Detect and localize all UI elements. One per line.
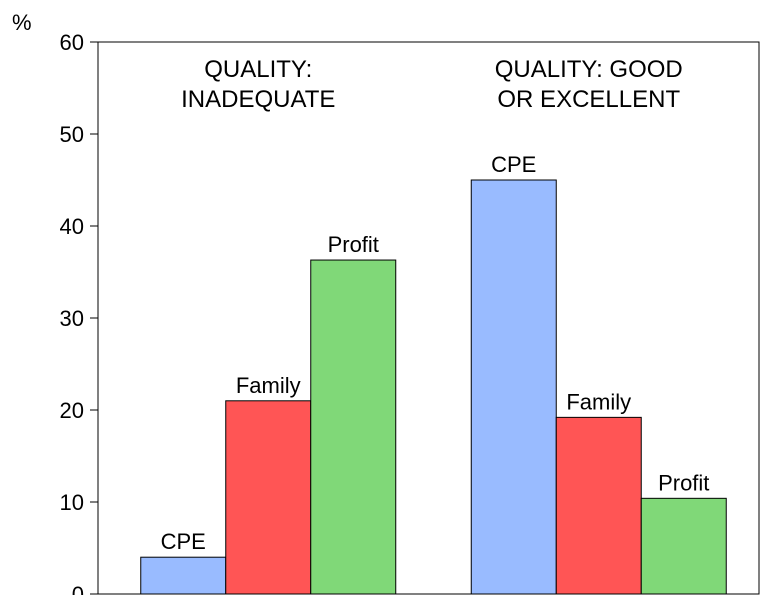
category-label: QUALITY: INADEQUATE bbox=[181, 56, 336, 113]
bar bbox=[310, 259, 397, 595]
y-tick-label: 50 bbox=[60, 122, 84, 147]
bar-label: Profit bbox=[328, 232, 379, 257]
y-tick-label: 20 bbox=[60, 398, 84, 423]
bar bbox=[140, 556, 227, 595]
category-label: QUALITY: GOOD OR EXCELLENT bbox=[494, 56, 683, 113]
bar-label: Family bbox=[566, 389, 631, 414]
bar-label: Family bbox=[236, 373, 301, 398]
y-tick-label: 0 bbox=[72, 582, 84, 595]
y-tick-label: 10 bbox=[60, 490, 84, 515]
bar bbox=[225, 400, 312, 595]
bar bbox=[470, 179, 557, 595]
y-tick-label: 30 bbox=[60, 306, 84, 331]
y-tick-label: 40 bbox=[60, 214, 84, 239]
bar-label: CPE bbox=[491, 152, 536, 177]
bar-label: Profit bbox=[658, 470, 709, 495]
bar-label: CPE bbox=[161, 529, 206, 554]
y-tick-label: 60 bbox=[60, 30, 84, 55]
plot-frame bbox=[97, 41, 760, 595]
y-axis-label: % bbox=[12, 10, 32, 35]
bar bbox=[555, 416, 642, 595]
bar bbox=[640, 497, 727, 595]
